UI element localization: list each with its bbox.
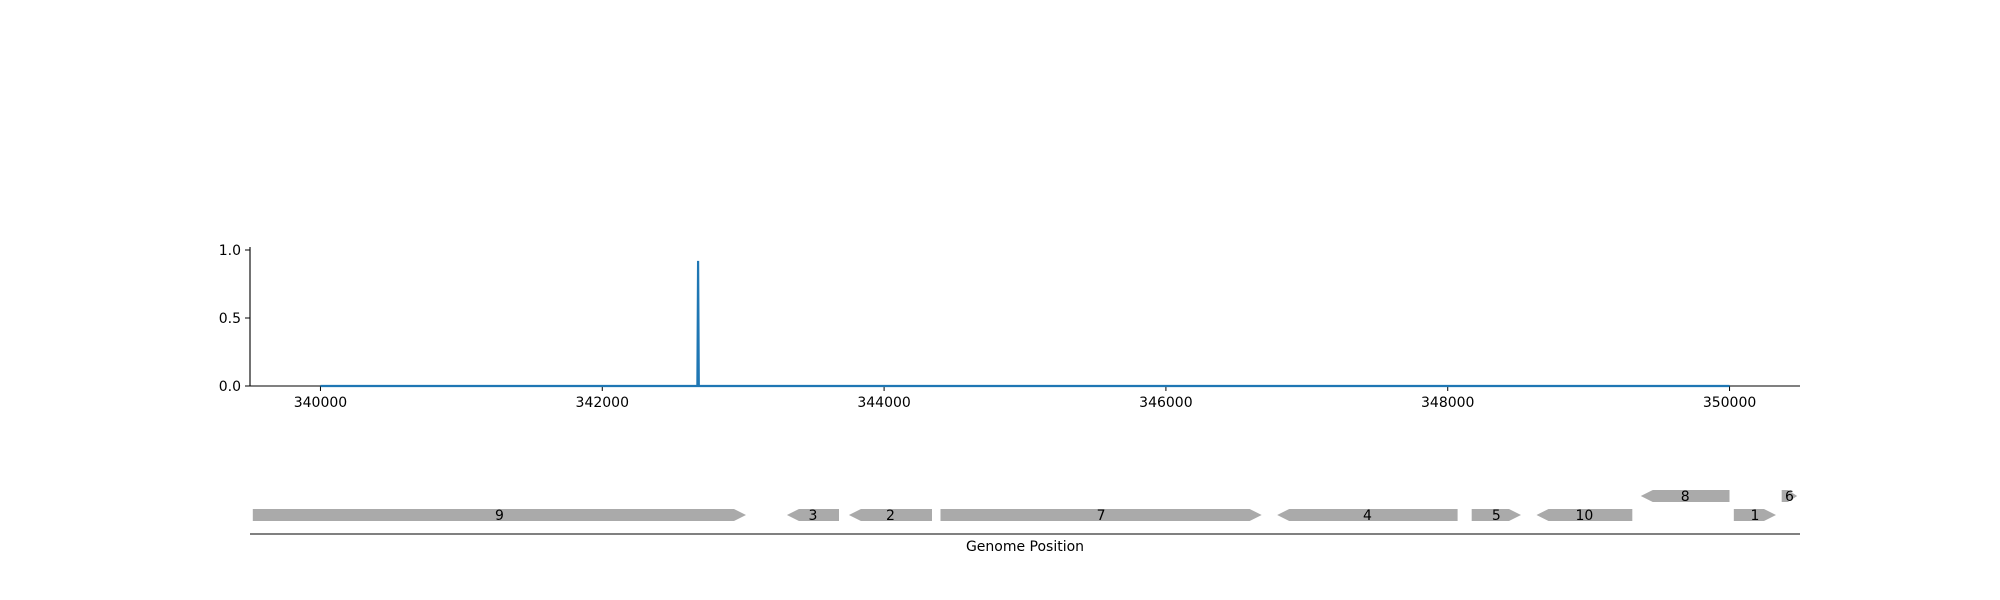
y-ticks: 0.0 0.5 1.0 — [219, 243, 250, 395]
gene-feature — [1471, 509, 1521, 521]
gene-feature — [786, 509, 839, 521]
gene-feature — [252, 509, 747, 521]
gene-label: 7 — [1097, 508, 1106, 524]
gene-map-xlabel: Genome Position — [966, 539, 1084, 555]
y-tick-label: 1.0 — [219, 243, 241, 259]
gene-label: 6 — [1785, 489, 1794, 505]
x-tick-label: 348000 — [1421, 395, 1474, 411]
gene-label: 9 — [495, 508, 504, 524]
series-layer — [320, 260, 1730, 388]
gene-feature — [1277, 509, 1458, 521]
x-tick-label: 342000 — [576, 395, 629, 411]
coverage-line — [320, 260, 1730, 388]
coverage-plot: 0.0 0.5 1.0 340000 342000 344000 346000 348000… — [219, 243, 1800, 411]
gene-label: 5 — [1492, 508, 1501, 524]
gene-feature — [1536, 509, 1633, 521]
y-tick-label: 0.5 — [219, 311, 241, 327]
y-tick-label: 0.0 — [219, 379, 241, 395]
gene-label: 10 — [1575, 508, 1593, 524]
gene-feature — [1640, 490, 1730, 502]
gene-feature — [1781, 490, 1798, 502]
gene-feature — [940, 509, 1262, 521]
gene-label: 1 — [1750, 508, 1759, 524]
gene-label: 3 — [808, 508, 817, 524]
gene-map: 9 3 2 7 4 5 10 8 1 6 Genome Position — [250, 489, 1800, 555]
gene-feature — [848, 509, 932, 521]
x-ticks: 340000 342000 344000 346000 348000 350000 — [294, 386, 1756, 411]
x-tick-label: 350000 — [1703, 395, 1756, 411]
gene-label: 8 — [1681, 489, 1690, 505]
x-tick-label: 344000 — [857, 395, 910, 411]
x-tick-label: 340000 — [294, 395, 347, 411]
gene-features: 9 3 2 7 4 5 10 8 1 6 — [252, 489, 1798, 524]
x-tick-label: 346000 — [1139, 395, 1192, 411]
gene-feature — [1733, 509, 1776, 521]
gene-label: 2 — [886, 508, 895, 524]
gene-label: 4 — [1363, 508, 1372, 524]
